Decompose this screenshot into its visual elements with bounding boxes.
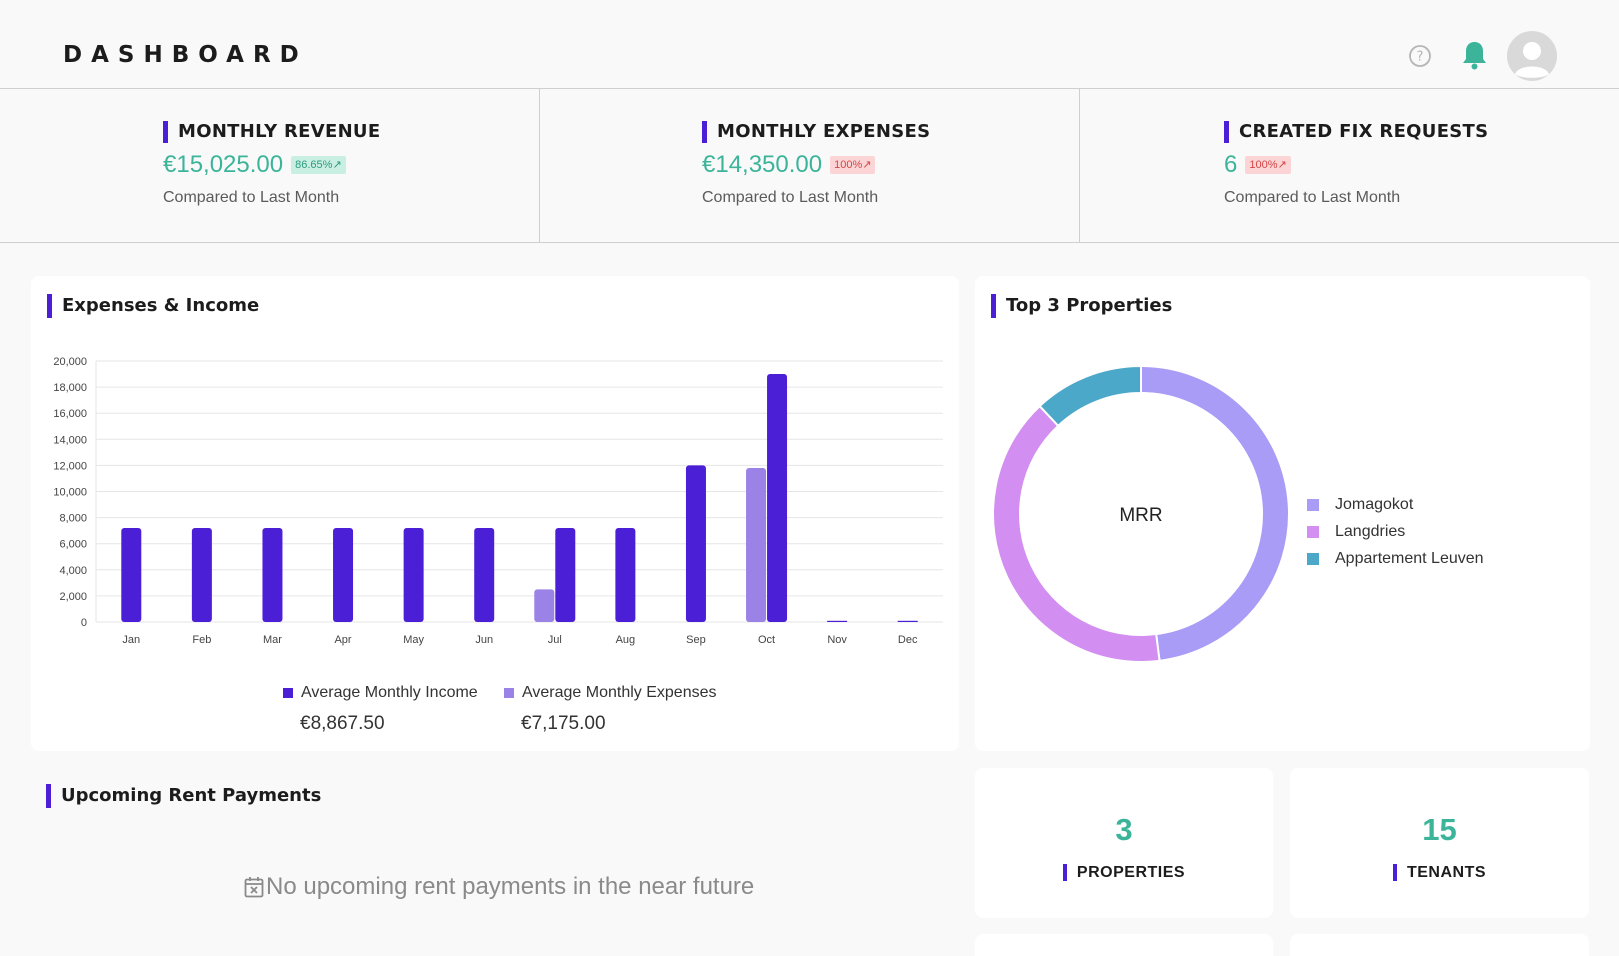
legend-swatch bbox=[1307, 553, 1319, 565]
donut-legend-langdries[interactable]: Langdries bbox=[1307, 523, 1405, 541]
top-header: DASHBOARD ? bbox=[0, 0, 1619, 89]
stat-value: 15 bbox=[1422, 812, 1457, 847]
rent-empty-message: No upcoming rent payments in the near fu… bbox=[266, 873, 755, 900]
stat-card-tenants[interactable]: 15 TENANTS bbox=[1290, 768, 1589, 918]
svg-text:?: ? bbox=[1417, 50, 1424, 65]
trend-icon: ↗ bbox=[332, 159, 342, 171]
kpi-change-badge: 100%↗ bbox=[1245, 156, 1291, 174]
kpi-title: MONTHLY EXPENSES bbox=[702, 121, 930, 143]
kpi-change-badge: 86.65%↗ bbox=[291, 156, 346, 174]
legend-label: Appartement Leuven bbox=[1335, 550, 1484, 567]
legend-swatch bbox=[1307, 526, 1319, 538]
kpi-monthly-revenue: MONTHLY REVENUE €15,025.00 86.65%↗ Compa… bbox=[0, 89, 540, 242]
stat-label: TENANTS bbox=[1290, 864, 1589, 882]
rent-empty-state: No upcoming rent payments in the near fu… bbox=[244, 873, 754, 901]
card-title: Expenses & Income bbox=[47, 294, 259, 318]
legend-label: Average Monthly Income bbox=[301, 684, 478, 701]
avatar[interactable] bbox=[1507, 31, 1557, 81]
card-title: Top 3 Properties bbox=[991, 294, 1172, 318]
kpi-change-badge: 100%↗ bbox=[830, 156, 876, 174]
legend-expenses-value: €7,175.00 bbox=[521, 713, 606, 734]
calendar-x-icon bbox=[244, 877, 264, 898]
donut-legend-jomagokot[interactable]: Jomagokot bbox=[1307, 496, 1413, 514]
kpi-value: €14,350.00 bbox=[702, 151, 823, 178]
stat-card-placeholder-2 bbox=[1290, 934, 1589, 956]
stat-card-placeholder-1 bbox=[975, 934, 1273, 956]
rent-section-title: Upcoming Rent Payments bbox=[46, 784, 321, 808]
kpi-fix-requests: CREATED FIX REQUESTS 6 100%↗ Compared to… bbox=[1080, 89, 1619, 242]
kpi-strip: MONTHLY REVENUE €15,025.00 86.65%↗ Compa… bbox=[0, 89, 1619, 243]
kpi-title: MONTHLY REVENUE bbox=[163, 121, 380, 143]
legend-label: Average Monthly Expenses bbox=[522, 684, 717, 701]
kpi-monthly-expenses: MONTHLY EXPENSES €14,350.00 100%↗ Compar… bbox=[540, 89, 1080, 242]
stat-value: 3 bbox=[1115, 812, 1133, 847]
kpi-value: €15,025.00 bbox=[163, 151, 284, 178]
kpi-title: CREATED FIX REQUESTS bbox=[1224, 121, 1488, 143]
stat-card-properties[interactable]: 3 PROPERTIES bbox=[975, 768, 1273, 918]
legend-label: Jomagokot bbox=[1335, 496, 1414, 513]
legend-swatch bbox=[283, 688, 293, 698]
kpi-subtitle: Compared to Last Month bbox=[702, 189, 879, 206]
legend-income[interactable]: Average Monthly Income bbox=[283, 684, 478, 702]
trend-icon: ↗ bbox=[862, 159, 872, 171]
kpi-subtitle: Compared to Last Month bbox=[1224, 189, 1401, 206]
donut-legend-appartement-leuven[interactable]: Appartement Leuven bbox=[1307, 550, 1484, 568]
legend-swatch bbox=[1307, 499, 1319, 511]
help-icon[interactable]: ? bbox=[1408, 44, 1432, 68]
legend-income-value: €8,867.50 bbox=[300, 713, 385, 734]
legend-expenses[interactable]: Average Monthly Expenses bbox=[504, 684, 716, 702]
legend-label: Langdries bbox=[1335, 523, 1406, 540]
expenses-income-card: Expenses & Income bbox=[31, 276, 959, 751]
kpi-value: 6 bbox=[1224, 151, 1238, 178]
page-title: DASHBOARD bbox=[63, 42, 308, 68]
legend-swatch bbox=[504, 688, 514, 698]
top-properties-card: Top 3 Properties bbox=[975, 276, 1590, 751]
bell-icon[interactable] bbox=[1461, 40, 1488, 71]
stat-label: PROPERTIES bbox=[975, 864, 1273, 882]
kpi-subtitle: Compared to Last Month bbox=[163, 189, 340, 206]
trend-icon: ↗ bbox=[1277, 159, 1287, 171]
